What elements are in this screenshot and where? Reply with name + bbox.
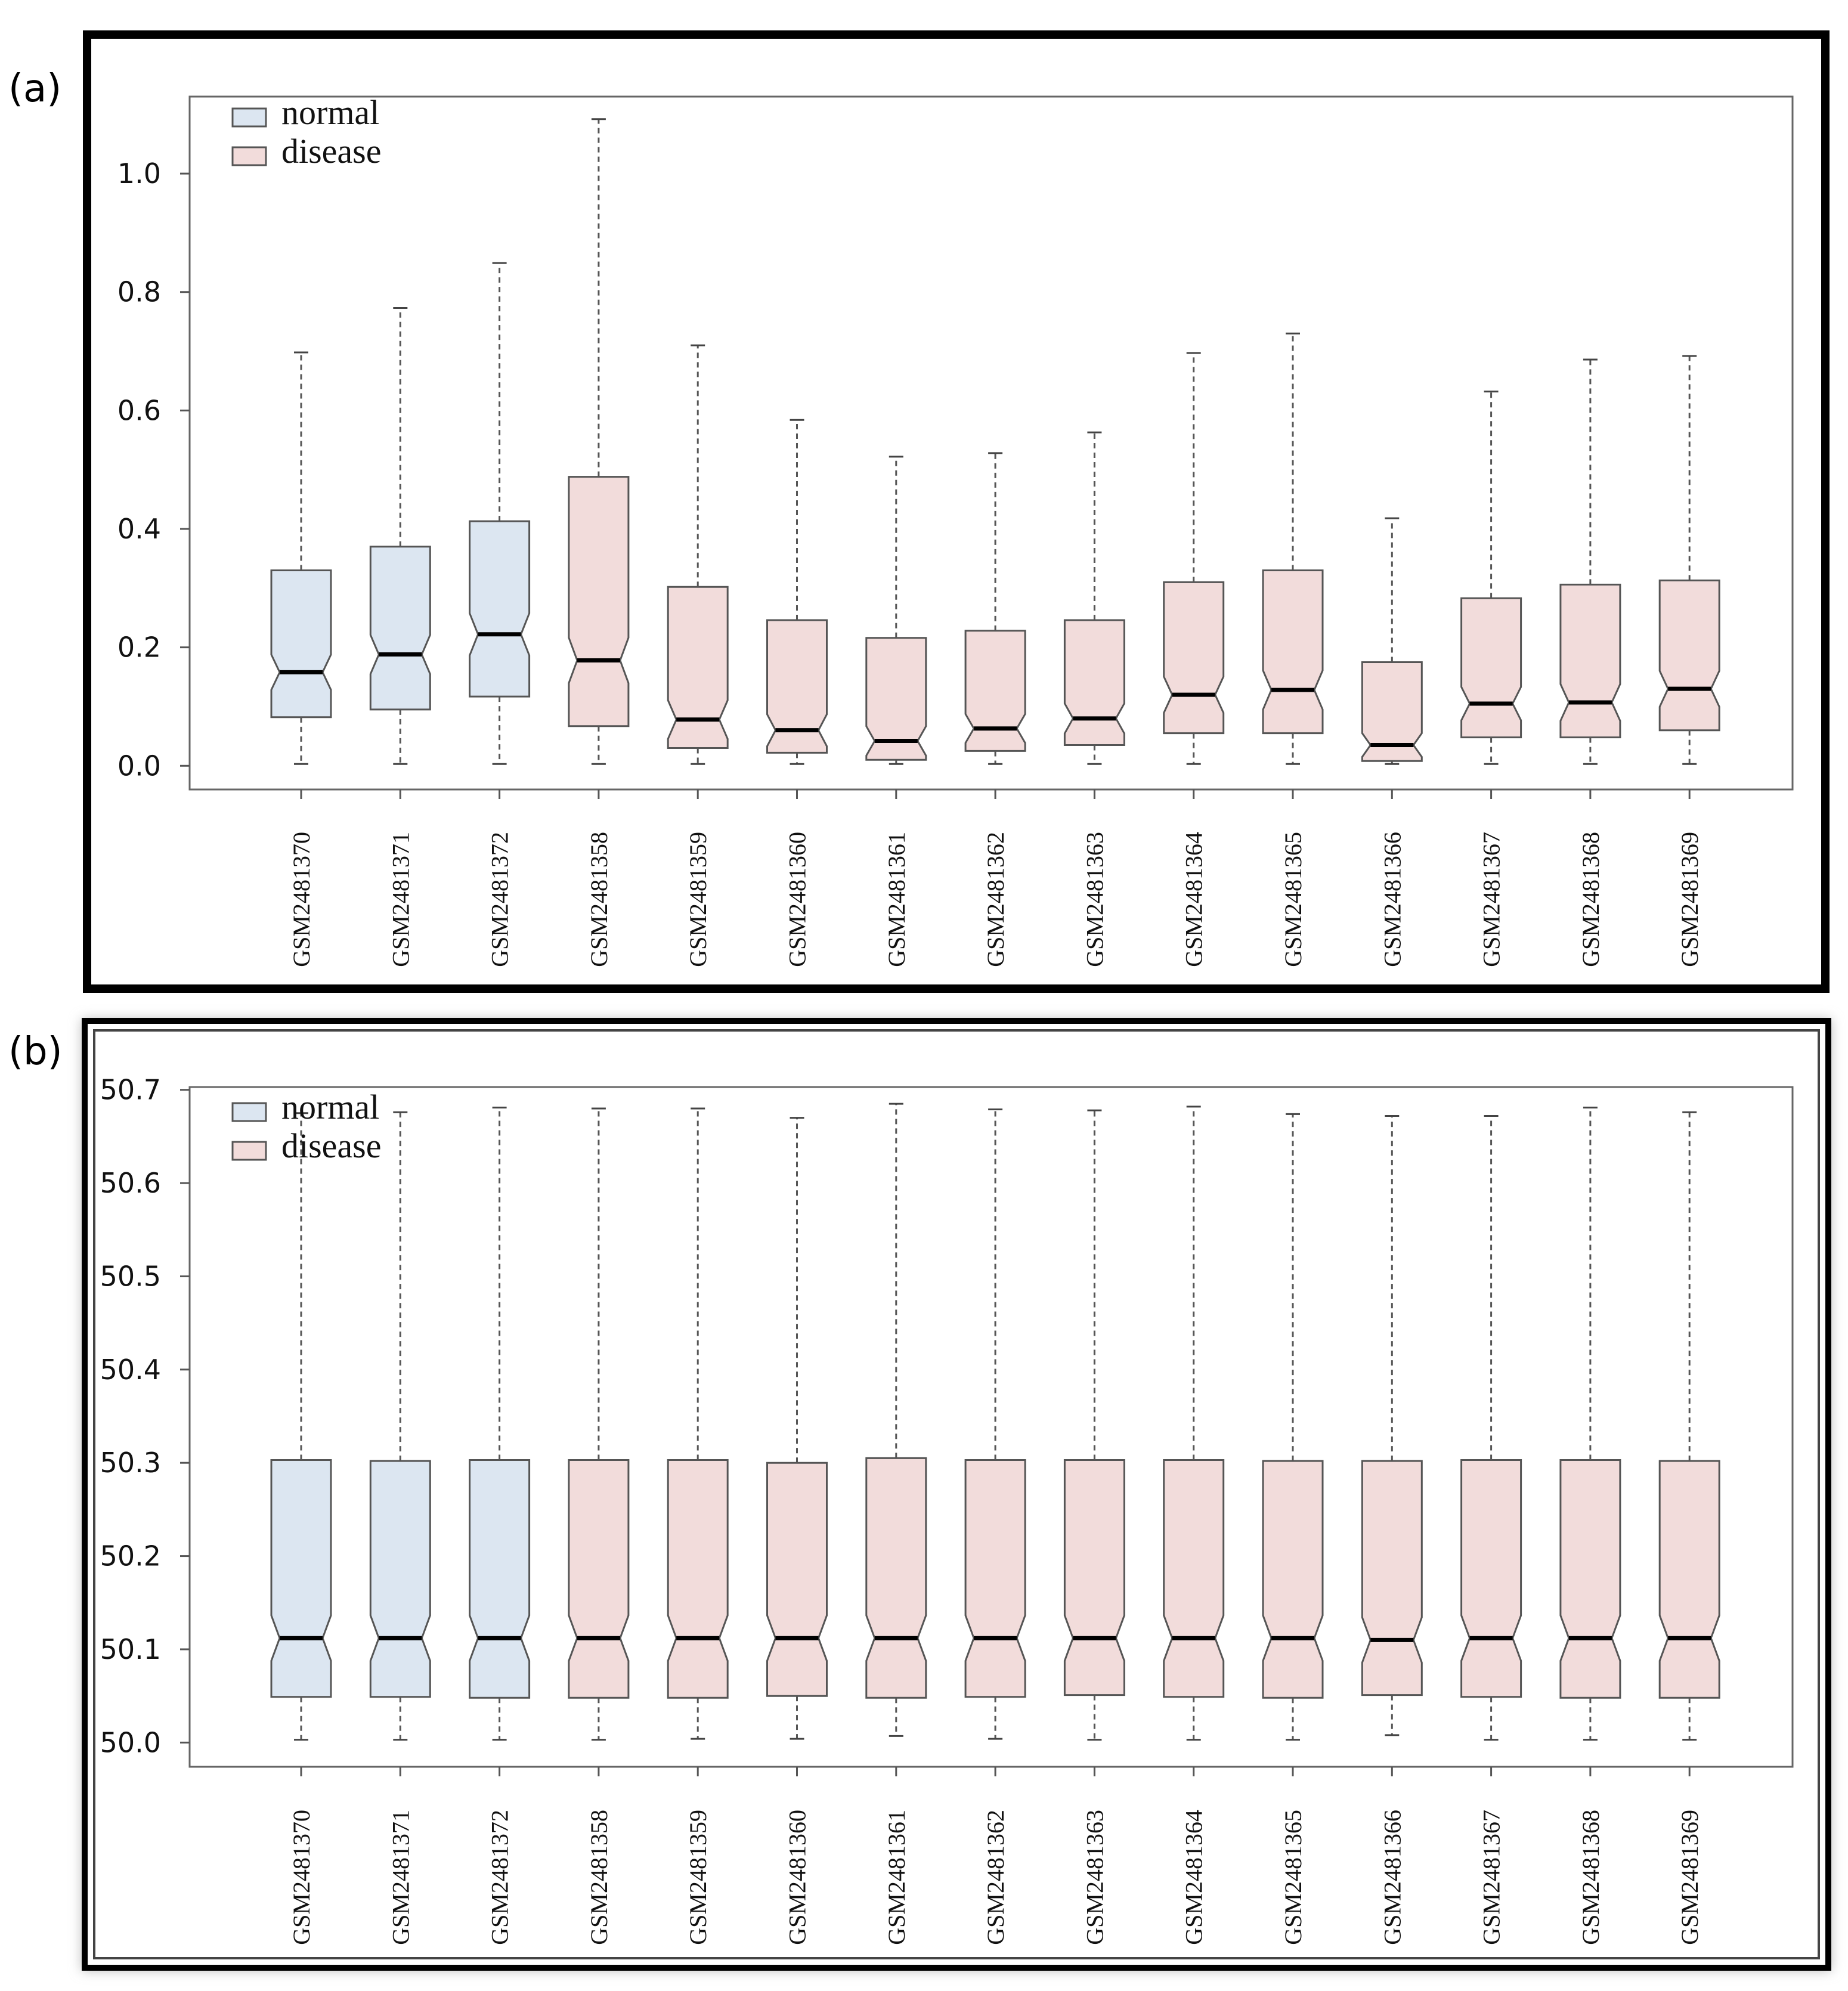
y-tick-label: 50.3 — [100, 1447, 161, 1479]
x-tick-label: GSM2481367 — [1478, 1810, 1505, 1945]
x-tick-label: GSM2481363 — [1081, 832, 1108, 967]
legend-label: normal — [281, 93, 379, 132]
box-disease — [1658, 1460, 1720, 1699]
chart-b: 50.0 50.1 50.2 50.3 50.4 50.5 50.6 50.7 GSM24813… — [100, 1074, 1794, 1945]
x-tick-label: GSM2481370 — [288, 1810, 315, 1945]
box-normal — [270, 569, 332, 719]
box-disease — [568, 476, 630, 727]
x-tick-label: GSM2481366 — [1379, 832, 1406, 967]
box-normal — [469, 1459, 531, 1699]
box-disease — [1063, 1459, 1125, 1696]
box-disease — [1559, 583, 1621, 739]
x-tick-label: GSM2481370 — [288, 832, 315, 967]
x-tick-label: GSM2481365 — [1280, 832, 1307, 967]
x-tick-label: GSM2481361 — [883, 1810, 910, 1945]
y-tick-label: 50.4 — [100, 1354, 161, 1386]
x-tick-label: GSM2481358 — [586, 1810, 612, 1945]
x-tick-label: GSM2481367 — [1478, 832, 1505, 967]
legend-swatch-disease — [231, 1141, 267, 1161]
legend-label: normal — [281, 1088, 379, 1126]
x-tick-label: GSM2481372 — [487, 1810, 513, 1945]
box-disease — [667, 1459, 729, 1699]
y-tick-label: 0.0 — [117, 750, 161, 782]
x-tick-label: GSM2481363 — [1081, 1810, 1108, 1945]
x-tick-label: GSM2481364 — [1181, 1810, 1208, 1945]
legend-label: disease — [281, 1126, 382, 1165]
panel-b-label: (b) — [8, 1030, 63, 1074]
x-tick-label: GSM2481362 — [982, 1810, 1009, 1945]
panel-a-label: (a) — [8, 67, 61, 111]
box-disease — [1460, 597, 1522, 739]
y-tick-label: 50.6 — [100, 1167, 161, 1199]
x-tick-label: GSM2481365 — [1280, 1810, 1307, 1945]
box-disease — [568, 1459, 630, 1699]
panel-b-frame-inner — [93, 1029, 1820, 1959]
panel-a: (a) 0.0 0.2 0.4 0.6 0.8 1.0 GSM2481370 GSM24813… — [8, 30, 1830, 993]
x-tick-label: GSM2481371 — [387, 1810, 414, 1945]
box-disease — [1262, 1460, 1324, 1699]
box-disease — [964, 1459, 1026, 1698]
y-tick-label: 0.4 — [117, 513, 161, 545]
legend-swatch-normal — [231, 1102, 267, 1122]
y-tick-label: 0.8 — [117, 276, 161, 308]
box-disease — [865, 637, 927, 761]
x-tick-label: GSM2481368 — [1577, 832, 1604, 967]
box-disease — [766, 1461, 828, 1697]
box-disease — [1262, 569, 1324, 735]
box-disease — [1163, 581, 1225, 735]
box-normal — [270, 1459, 332, 1698]
x-tick-label: GSM2481369 — [1676, 1810, 1703, 1945]
box-disease — [1658, 579, 1720, 732]
box-normal — [469, 520, 531, 698]
chart-a: 0.0 0.2 0.4 0.6 0.8 1.0 GSM2481370 GSM2481371 GS… — [117, 93, 1794, 967]
y-tick-label: 0.6 — [117, 394, 161, 426]
x-tick-label: GSM2481359 — [685, 1810, 711, 1945]
y-tick-label: 50.5 — [100, 1260, 161, 1292]
x-tick-label: GSM2481361 — [883, 832, 910, 967]
box-disease — [1559, 1459, 1621, 1699]
x-tick-label: GSM2481372 — [487, 832, 513, 967]
y-tick-label: 1.0 — [117, 157, 161, 190]
box-disease — [667, 586, 729, 749]
x-tick-label: GSM2481358 — [586, 832, 612, 967]
legend-label: disease — [281, 132, 382, 171]
box-normal — [369, 1460, 431, 1698]
x-tick-label: GSM2481369 — [1676, 832, 1703, 967]
box-disease — [1163, 1459, 1225, 1698]
y-tick-label: 50.1 — [100, 1633, 161, 1665]
x-tick-label: GSM2481368 — [1577, 1810, 1604, 1945]
box-disease — [1063, 619, 1125, 746]
x-tick-label: GSM2481362 — [982, 832, 1009, 967]
box-disease — [766, 619, 828, 754]
x-tick-label: GSM2481359 — [685, 832, 711, 967]
y-tick-label: 50.0 — [100, 1726, 161, 1758]
y-tick-label: 0.2 — [117, 631, 161, 664]
box-disease — [1361, 1460, 1423, 1696]
x-tick-label: GSM2481360 — [784, 1810, 811, 1945]
box-disease — [1361, 661, 1423, 762]
box-disease — [865, 1457, 927, 1699]
box-disease — [964, 630, 1026, 752]
x-tick-label: GSM2481366 — [1379, 1810, 1406, 1945]
x-tick-label: GSM2481371 — [387, 832, 414, 967]
legend-swatch-normal — [231, 107, 267, 128]
box-normal — [369, 546, 431, 711]
x-tick-label: GSM2481364 — [1181, 832, 1208, 967]
panel-b: (b) 50.0 50.1 50.2 50.3 50.4 50.5 50.6 50.7 GSM2… — [8, 1018, 1831, 1971]
y-tick-label: 50.2 — [100, 1540, 161, 1572]
x-tick-label: GSM2481360 — [784, 832, 811, 967]
legend-swatch-disease — [231, 146, 267, 166]
box-disease — [1460, 1459, 1522, 1698]
y-tick-label: 50.7 — [100, 1074, 161, 1106]
